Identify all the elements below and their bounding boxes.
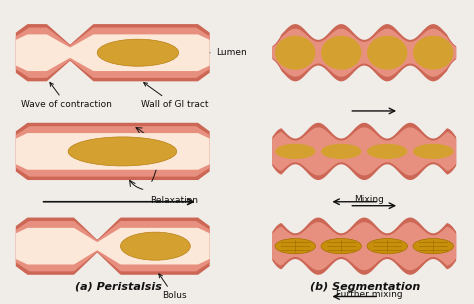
Polygon shape [16, 126, 210, 177]
Ellipse shape [321, 144, 362, 159]
Text: Further mixing: Further mixing [336, 290, 402, 299]
Polygon shape [272, 123, 456, 180]
Polygon shape [16, 34, 210, 71]
Text: (b) Segmentation: (b) Segmentation [310, 282, 420, 292]
Ellipse shape [413, 239, 454, 254]
Ellipse shape [120, 232, 190, 260]
Ellipse shape [275, 239, 316, 254]
Text: Mixing: Mixing [354, 195, 384, 204]
Text: Wave of contraction: Wave of contraction [21, 82, 112, 109]
Text: Bolus: Bolus [159, 274, 186, 300]
Polygon shape [16, 28, 210, 78]
Text: Wall of GI tract: Wall of GI tract [141, 83, 208, 109]
Ellipse shape [367, 239, 408, 254]
Ellipse shape [68, 137, 177, 166]
Polygon shape [272, 218, 456, 275]
Polygon shape [16, 218, 210, 275]
Ellipse shape [413, 144, 454, 159]
Ellipse shape [275, 36, 316, 70]
Ellipse shape [321, 239, 362, 254]
Polygon shape [272, 24, 456, 81]
Polygon shape [16, 123, 210, 180]
Polygon shape [16, 228, 210, 264]
Ellipse shape [275, 144, 316, 159]
Ellipse shape [413, 36, 454, 70]
Ellipse shape [367, 144, 408, 159]
Text: Lumen: Lumen [196, 48, 246, 57]
Polygon shape [16, 133, 210, 170]
Polygon shape [272, 127, 456, 175]
Polygon shape [272, 222, 456, 270]
Polygon shape [272, 29, 456, 77]
Polygon shape [16, 24, 210, 81]
Ellipse shape [367, 36, 408, 70]
Ellipse shape [97, 39, 179, 66]
Text: Relaxation: Relaxation [151, 196, 199, 205]
Text: (a) Peristalsis: (a) Peristalsis [75, 282, 162, 292]
Polygon shape [16, 221, 210, 271]
Ellipse shape [321, 36, 362, 70]
